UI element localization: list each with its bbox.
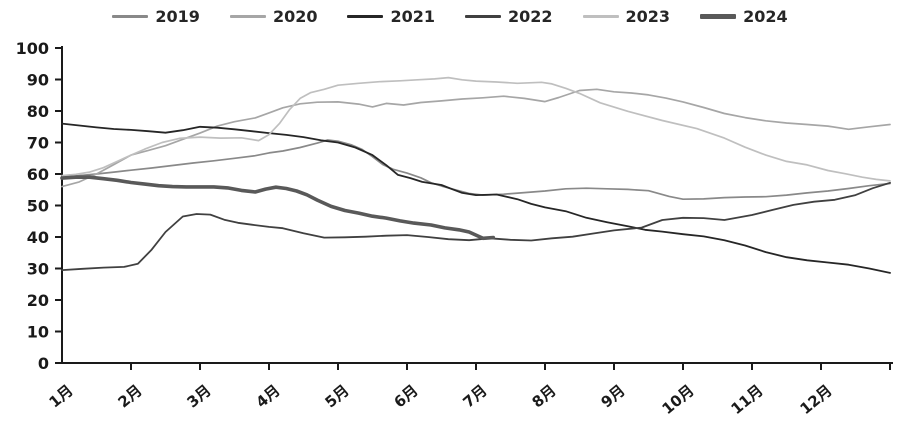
series-line-2020 bbox=[61, 88, 891, 188]
legend-item-2021: 2021 bbox=[347, 7, 435, 26]
legend-item-2024: 2024 bbox=[700, 7, 788, 26]
legend-swatch-2021 bbox=[347, 15, 384, 18]
x-axis-label: 9月 bbox=[598, 381, 629, 411]
legend-label: 2023 bbox=[625, 7, 671, 26]
y-axis-label: 40 bbox=[27, 228, 49, 247]
y-axis-label: 80 bbox=[27, 102, 49, 121]
x-axis-label: 6月 bbox=[391, 381, 422, 411]
legend-swatch-2019 bbox=[112, 15, 149, 18]
legend-label: 2022 bbox=[508, 7, 553, 26]
y-axis-label: 50 bbox=[27, 197, 49, 216]
y-axis-label: 60 bbox=[27, 165, 49, 184]
x-axis-label: 2月 bbox=[115, 381, 146, 411]
x-axis-label: 7月 bbox=[460, 381, 491, 411]
x-axis-label: 8月 bbox=[529, 381, 560, 411]
x-axis-label: 12月 bbox=[797, 381, 836, 418]
legend-label: 2021 bbox=[390, 7, 435, 26]
legend-label: 2020 bbox=[272, 7, 318, 26]
legend-swatch-2024 bbox=[700, 14, 737, 19]
x-axis-label: 10月 bbox=[659, 381, 698, 418]
x-axis-label: 1月 bbox=[46, 381, 77, 411]
legend-label: 2019 bbox=[155, 7, 200, 26]
legend-item-2023: 2023 bbox=[582, 7, 671, 26]
legend-label: 2024 bbox=[743, 7, 788, 26]
y-axis-label: 30 bbox=[27, 260, 49, 279]
legend-swatch-2020 bbox=[229, 15, 266, 18]
y-axis-label: 0 bbox=[38, 354, 49, 373]
axis-lines bbox=[61, 46, 893, 364]
y-axis-label: 70 bbox=[27, 134, 49, 153]
legend-swatch-2023 bbox=[582, 15, 619, 18]
legend-item-2020: 2020 bbox=[229, 7, 318, 26]
series-line-2019 bbox=[61, 139, 891, 201]
series-line-2021 bbox=[61, 122, 891, 274]
legend-item-2019: 2019 bbox=[112, 7, 200, 26]
series-line-2023 bbox=[61, 76, 891, 182]
legend-item-2022: 2022 bbox=[465, 7, 553, 26]
y-axis-label: 10 bbox=[27, 323, 49, 342]
chart-legend: 2019 2020 2021 2022 2023 2024 bbox=[0, 7, 900, 26]
y-axis-label: 100 bbox=[16, 39, 49, 58]
series-line-2022 bbox=[61, 181, 891, 272]
x-axis-label: 4月 bbox=[253, 381, 284, 411]
series-line-2024 bbox=[60, 175, 496, 241]
x-axis-label: 3月 bbox=[184, 381, 215, 411]
legend-swatch-2022 bbox=[465, 15, 501, 18]
y-axis-label: 90 bbox=[27, 71, 49, 90]
y-axis-label: 20 bbox=[27, 291, 49, 310]
x-axis-label: 11月 bbox=[728, 381, 767, 418]
x-axis-label: 5月 bbox=[322, 381, 353, 411]
